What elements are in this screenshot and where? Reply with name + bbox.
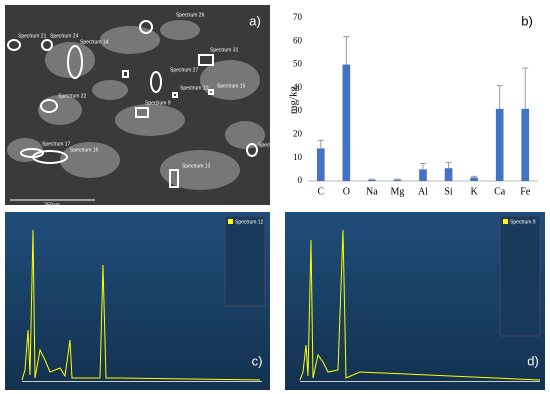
bar (419, 169, 427, 181)
error-bar (522, 67, 529, 109)
bar (444, 168, 453, 181)
x-tick-label: K (470, 186, 478, 197)
legend-label: Spectrum 12 (235, 219, 264, 225)
spectrum-panel: Spectrum 12 c) (5, 212, 270, 390)
x-tick-label: Al (418, 186, 428, 197)
spectrum-axis (22, 381, 262, 382)
y-tick-label: 20 (293, 128, 303, 138)
legend-box (499, 215, 541, 337)
spectrum-label: Spectrum 24 (50, 33, 79, 39)
error-bar (317, 139, 324, 149)
bar (521, 108, 530, 181)
legend-box (224, 215, 266, 307)
spectrum-label: Spectrum 21 (18, 33, 47, 39)
spectrum-label: Spectrum 31 (210, 47, 239, 53)
spectrum-label: Spectrum 10 (180, 85, 209, 91)
y-tick-label: 10 (293, 152, 303, 162)
y-tick-label: 60 (293, 35, 303, 45)
bar (393, 179, 402, 181)
x-tick-label: C (317, 186, 324, 197)
spectrum-label: Spectrum 22 (58, 93, 87, 99)
legend-swatch (228, 219, 233, 224)
error-bar (471, 175, 478, 178)
spectrum-label: Spectrum 13 (182, 163, 211, 169)
spectrum-label: Spectrum 26 (176, 12, 205, 18)
y-tick-label: 70 (293, 12, 303, 22)
x-tick-label: Ca (494, 186, 506, 197)
spectrum-label: Spectrum 19 (258, 142, 287, 148)
spectrum-label: Spectrum 27 (170, 67, 199, 73)
error-bar (496, 85, 503, 109)
y-tick-label: 50 (293, 59, 303, 69)
spectrum-panel: Spectrum 9 d) (285, 212, 545, 390)
spectrum-outlines (7, 20, 258, 188)
spectrum-label: Spectrum 17 (42, 141, 71, 147)
y-tick-label: 0 (298, 175, 303, 185)
spectrum-label: Spectrum 16 (70, 147, 99, 153)
y-tick-label: 30 (293, 105, 303, 115)
panel-label: d) (527, 353, 539, 368)
panel-label: a) (249, 13, 261, 28)
error-bar (343, 36, 350, 65)
bar (342, 64, 351, 181)
legend-label: Spectrum 9 (510, 219, 536, 225)
spectrum-label: Spectrum 14 (80, 39, 109, 45)
bar (495, 108, 504, 181)
error-bar (445, 161, 452, 169)
error-bar (420, 163, 426, 170)
x-tick-label: Si (444, 186, 453, 197)
bar (368, 179, 376, 181)
panel-label: b) (521, 13, 533, 28)
y-tick-label: 40 (293, 82, 303, 92)
bar (316, 148, 325, 181)
sem-panel: 250μm a) Spectrum 21 Spectrum 24Spectrum … (5, 5, 287, 208)
spectrum-trace (21, 229, 261, 381)
spectrum-label: Spectrum 15 (217, 83, 246, 89)
x-tick-label: Mg (390, 186, 404, 197)
bar (470, 177, 478, 181)
scale-bar-label: 250μm (44, 202, 59, 208)
x-tick-label: Na (366, 186, 378, 197)
error-bar (368, 178, 375, 180)
panel-label: c) (252, 353, 263, 368)
y-axis-label: mg/kg (288, 85, 300, 114)
spectrum-trace (299, 229, 541, 381)
x-tick-label: O (343, 186, 350, 197)
spectrum-axis (300, 381, 540, 382)
spectrum-label: Spectrum 9 (145, 100, 171, 106)
x-tick-label: Fe (520, 186, 531, 197)
legend-swatch (503, 219, 508, 224)
error-bar (394, 178, 401, 180)
